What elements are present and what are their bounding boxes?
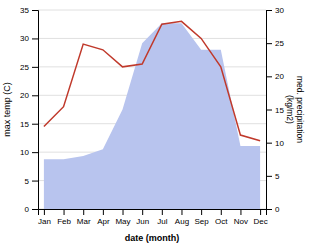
tick: 20 bbox=[266, 72, 284, 81]
tick-label: 35 bbox=[20, 6, 29, 15]
tick-label: 10 bbox=[275, 139, 284, 148]
axis-line bbox=[267, 11, 273, 210]
y2-axis-title-line: (kg/m2) bbox=[285, 95, 295, 124]
tick: Dec bbox=[253, 209, 267, 226]
tick-label: Jun bbox=[136, 217, 149, 226]
tick: Jun bbox=[136, 209, 149, 226]
y2-axis-title: med. precipitation(kg/m2) bbox=[285, 76, 305, 143]
tick-label: Jan bbox=[38, 217, 51, 226]
axis-line bbox=[32, 11, 39, 210]
tick-mark bbox=[266, 176, 272, 177]
tick: 15 bbox=[266, 106, 284, 115]
tick: 20 bbox=[20, 91, 38, 100]
tick-label: 15 bbox=[20, 120, 29, 129]
tick-mark bbox=[162, 209, 163, 215]
tick: 15 bbox=[20, 120, 38, 129]
x-axis-title: date (month) bbox=[125, 233, 180, 243]
grid-line bbox=[38, 10, 266, 11]
tick: 0 bbox=[25, 205, 38, 214]
tick-mark bbox=[32, 10, 38, 11]
tick: Nov bbox=[234, 209, 248, 226]
y2-axis: 0 5 10 15 20 25 30 bbox=[266, 6, 284, 214]
temperature-line bbox=[44, 21, 260, 140]
x-axis: Jan Feb Mar Apr May Jun Jul Aug Sep Oct Nov Dec bbox=[38, 209, 268, 226]
tick-label: 5 bbox=[25, 177, 30, 186]
tick-mark bbox=[32, 38, 38, 39]
tick-label: 30 bbox=[20, 34, 29, 43]
tick-mark bbox=[221, 209, 222, 215]
tick-mark bbox=[32, 152, 38, 153]
tick-label: Apr bbox=[97, 217, 110, 226]
tick-label: 20 bbox=[20, 91, 29, 100]
tick: 5 bbox=[266, 172, 280, 181]
tick-label: 10 bbox=[20, 148, 29, 157]
tick-label: 0 bbox=[25, 205, 30, 214]
tick-label: Oct bbox=[215, 217, 228, 226]
tick-label: Nov bbox=[234, 217, 248, 226]
tick-label: Jul bbox=[157, 217, 167, 226]
tick: Apr bbox=[97, 209, 110, 226]
tick-mark bbox=[266, 10, 272, 11]
tick-mark bbox=[266, 43, 272, 44]
tick: 5 bbox=[25, 177, 38, 186]
tick-label: Feb bbox=[57, 217, 71, 226]
tick-mark bbox=[201, 209, 202, 215]
tick-mark bbox=[240, 209, 241, 215]
tick: 10 bbox=[266, 139, 284, 148]
tick: Feb bbox=[57, 209, 71, 226]
tick: Jul bbox=[157, 209, 167, 226]
tick-label: 0 bbox=[275, 205, 280, 214]
tick: 30 bbox=[266, 6, 284, 15]
tick-label: 15 bbox=[275, 106, 284, 115]
tick-mark bbox=[266, 209, 272, 210]
tick-mark bbox=[266, 143, 272, 144]
tick-label: Dec bbox=[253, 217, 267, 226]
precipitation-area bbox=[44, 23, 260, 209]
y-axis: 0 5 10 15 20 25 30 35 bbox=[20, 6, 38, 214]
tick: 25 bbox=[266, 39, 284, 48]
tick-mark bbox=[44, 209, 45, 215]
tick: Jan bbox=[38, 209, 51, 226]
tick-mark bbox=[32, 95, 38, 96]
tick: 10 bbox=[20, 148, 38, 157]
tick-mark bbox=[64, 209, 65, 215]
axis-line bbox=[39, 210, 267, 216]
tick-mark bbox=[142, 209, 143, 215]
tick: Oct bbox=[215, 209, 228, 226]
tick-mark bbox=[32, 209, 38, 210]
tick: 35 bbox=[20, 6, 38, 15]
tick-label: Sep bbox=[195, 217, 210, 226]
plot: Jan Feb Mar Apr May Jun Jul Aug Sep Oct Nov Dec 0 5 10… bbox=[20, 6, 284, 226]
y2-axis-title-line: med. precipitation bbox=[295, 76, 305, 143]
marks bbox=[44, 21, 260, 209]
tick-mark bbox=[32, 124, 38, 125]
tick-label: 25 bbox=[275, 39, 284, 48]
tick: 25 bbox=[20, 63, 38, 72]
tick: Mar bbox=[77, 209, 91, 226]
tick-mark bbox=[32, 181, 38, 182]
tick-label: 25 bbox=[20, 63, 29, 72]
tick-label: May bbox=[115, 217, 130, 226]
tick: Sep bbox=[195, 209, 210, 226]
tick-mark bbox=[123, 209, 124, 215]
y-axis-title: max temp (C) bbox=[2, 82, 12, 137]
tick-mark bbox=[266, 110, 272, 111]
tick: 0 bbox=[266, 205, 280, 214]
tick-label: Mar bbox=[77, 217, 91, 226]
chart: Jan Feb Mar Apr May Jun Jul Aug Sep Oct Nov Dec 0 5 10… bbox=[0, 0, 318, 247]
tick-label: Aug bbox=[175, 217, 189, 226]
tick-label: 5 bbox=[275, 172, 280, 181]
tick-label: 30 bbox=[275, 6, 284, 15]
tick-label: 20 bbox=[275, 72, 284, 81]
tick: 30 bbox=[20, 34, 38, 43]
tick: May bbox=[115, 209, 130, 226]
tick-mark bbox=[32, 67, 38, 68]
tick-mark bbox=[103, 209, 104, 215]
tick: Aug bbox=[175, 209, 189, 226]
tick-mark bbox=[266, 76, 272, 77]
grid bbox=[38, 10, 266, 209]
tick-mark bbox=[260, 209, 261, 215]
tick-mark bbox=[181, 209, 182, 215]
tick-mark bbox=[83, 209, 84, 215]
